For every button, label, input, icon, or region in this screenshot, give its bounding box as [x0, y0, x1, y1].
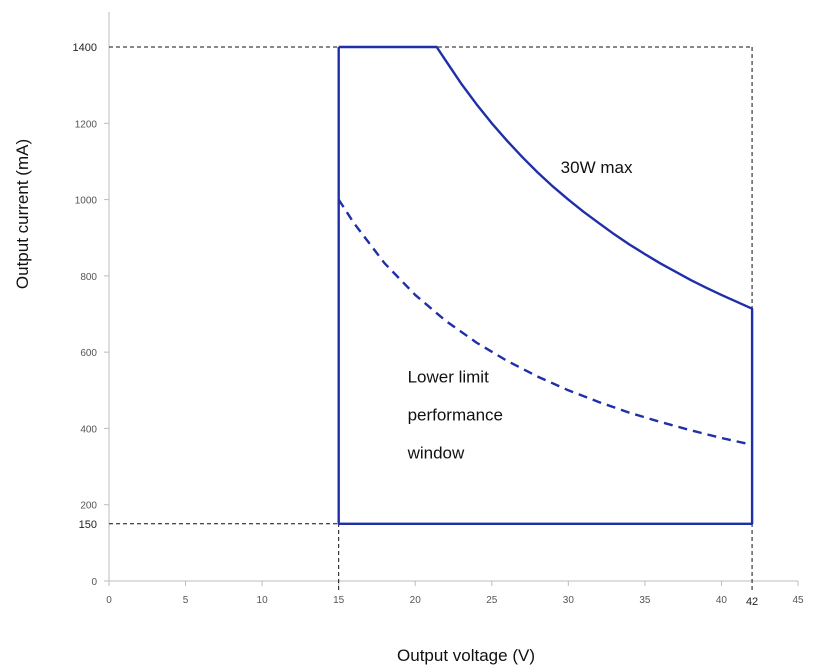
- x-tick-label: 45: [792, 595, 804, 606]
- x-tick-label: 35: [639, 595, 651, 606]
- y-tick-label: 1200: [75, 119, 98, 130]
- x-tick-label: 40: [716, 595, 728, 606]
- x-tick-label: 30: [563, 595, 575, 606]
- y-tick-label: 600: [80, 348, 97, 359]
- x-tick-label: 20: [410, 595, 422, 606]
- y-tick-label: 0: [91, 577, 97, 588]
- plot-area: 0 5 10 15 20 25 30 35 40 45 0 200 400 600 800 1000 1200 1…: [73, 12, 804, 608]
- annotation-label-line: window: [407, 444, 465, 463]
- x-tick-label: 10: [257, 595, 269, 606]
- x-tick-label: 5: [183, 595, 189, 606]
- x-tick-label: 0: [106, 595, 112, 606]
- y-ref-tick-label: 150: [79, 519, 97, 531]
- y-tick-label: 200: [80, 501, 97, 512]
- performance-window-outline: [337, 45, 754, 525]
- y-tick-label: 1000: [75, 196, 98, 207]
- y-axis-title: Output current (mA): [13, 139, 32, 289]
- y-ref-tick-label: 1400: [73, 42, 97, 54]
- x-tick-label: 25: [486, 595, 498, 606]
- annotation-label-line: Lower limit: [408, 368, 490, 387]
- x-ref-tick-label: 42: [746, 596, 758, 608]
- annotation-label-line: performance: [408, 406, 503, 425]
- lower-limit-dashed-line: [337, 198, 753, 446]
- x-tick-label: 15: [333, 595, 345, 606]
- annotation-label: 30W max: [561, 158, 633, 177]
- x-axis-title: Output voltage (V): [397, 646, 535, 665]
- y-tick-label: 800: [80, 272, 97, 283]
- y-tick-label: 400: [80, 424, 97, 435]
